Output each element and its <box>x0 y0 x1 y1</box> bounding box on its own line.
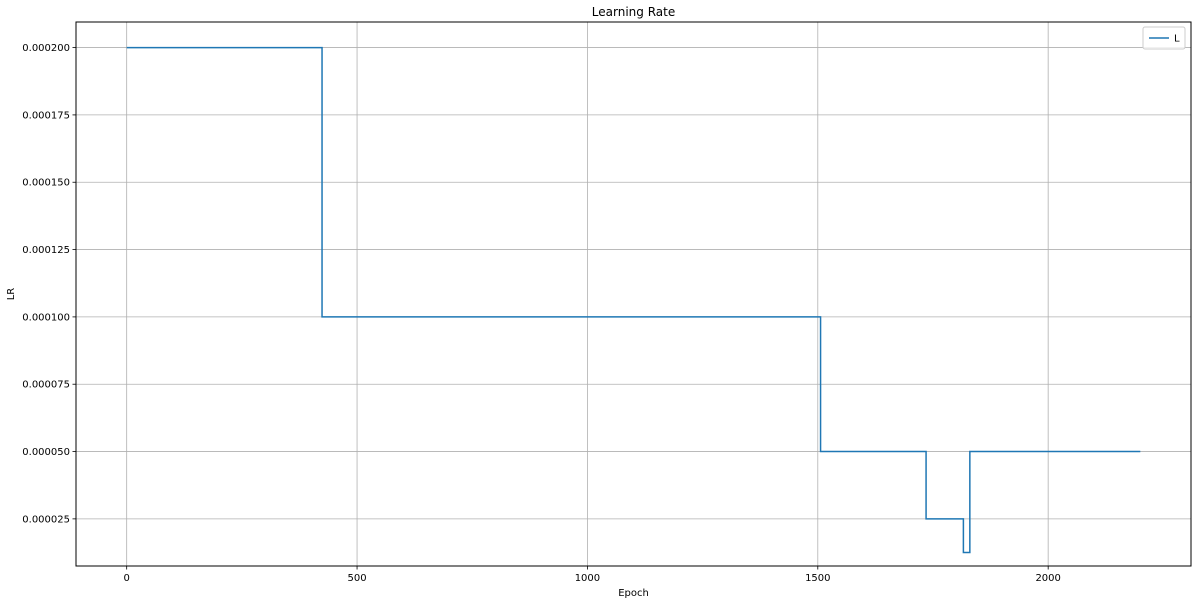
x-tick-label: 2000 <box>1035 573 1060 584</box>
y-tick-label: 0.000200 <box>22 43 70 54</box>
y-tick-label: 0.000175 <box>22 110 70 121</box>
y-tick-label: 0.000025 <box>22 514 70 525</box>
y-tick-label: 0.000100 <box>22 312 70 323</box>
y-tick-label: 0.000125 <box>22 245 70 256</box>
x-tick-label: 1500 <box>805 573 830 584</box>
y-axis-label: LR <box>6 288 17 301</box>
chart-title: Learning Rate <box>592 5 675 19</box>
x-axis-label: Epoch <box>618 588 649 599</box>
y-tick-label: 0.000150 <box>22 178 70 189</box>
x-tick-label: 500 <box>348 573 367 584</box>
series-layer <box>126 46 1141 554</box>
legend-label: L <box>1174 34 1180 45</box>
y-tick-label: 0.000075 <box>22 380 70 391</box>
series-line <box>126 46 1141 554</box>
legend: L <box>1142 26 1186 50</box>
ticks: 0 500 1000 1500 2000 0.000025 0.000050 0.000075… <box>22 43 1061 584</box>
plot-frame <box>75 21 1192 567</box>
y-tick-label: 0.000050 <box>22 447 70 458</box>
x-tick-label: 1000 <box>575 573 600 584</box>
x-tick-label: 0 <box>123 573 129 584</box>
